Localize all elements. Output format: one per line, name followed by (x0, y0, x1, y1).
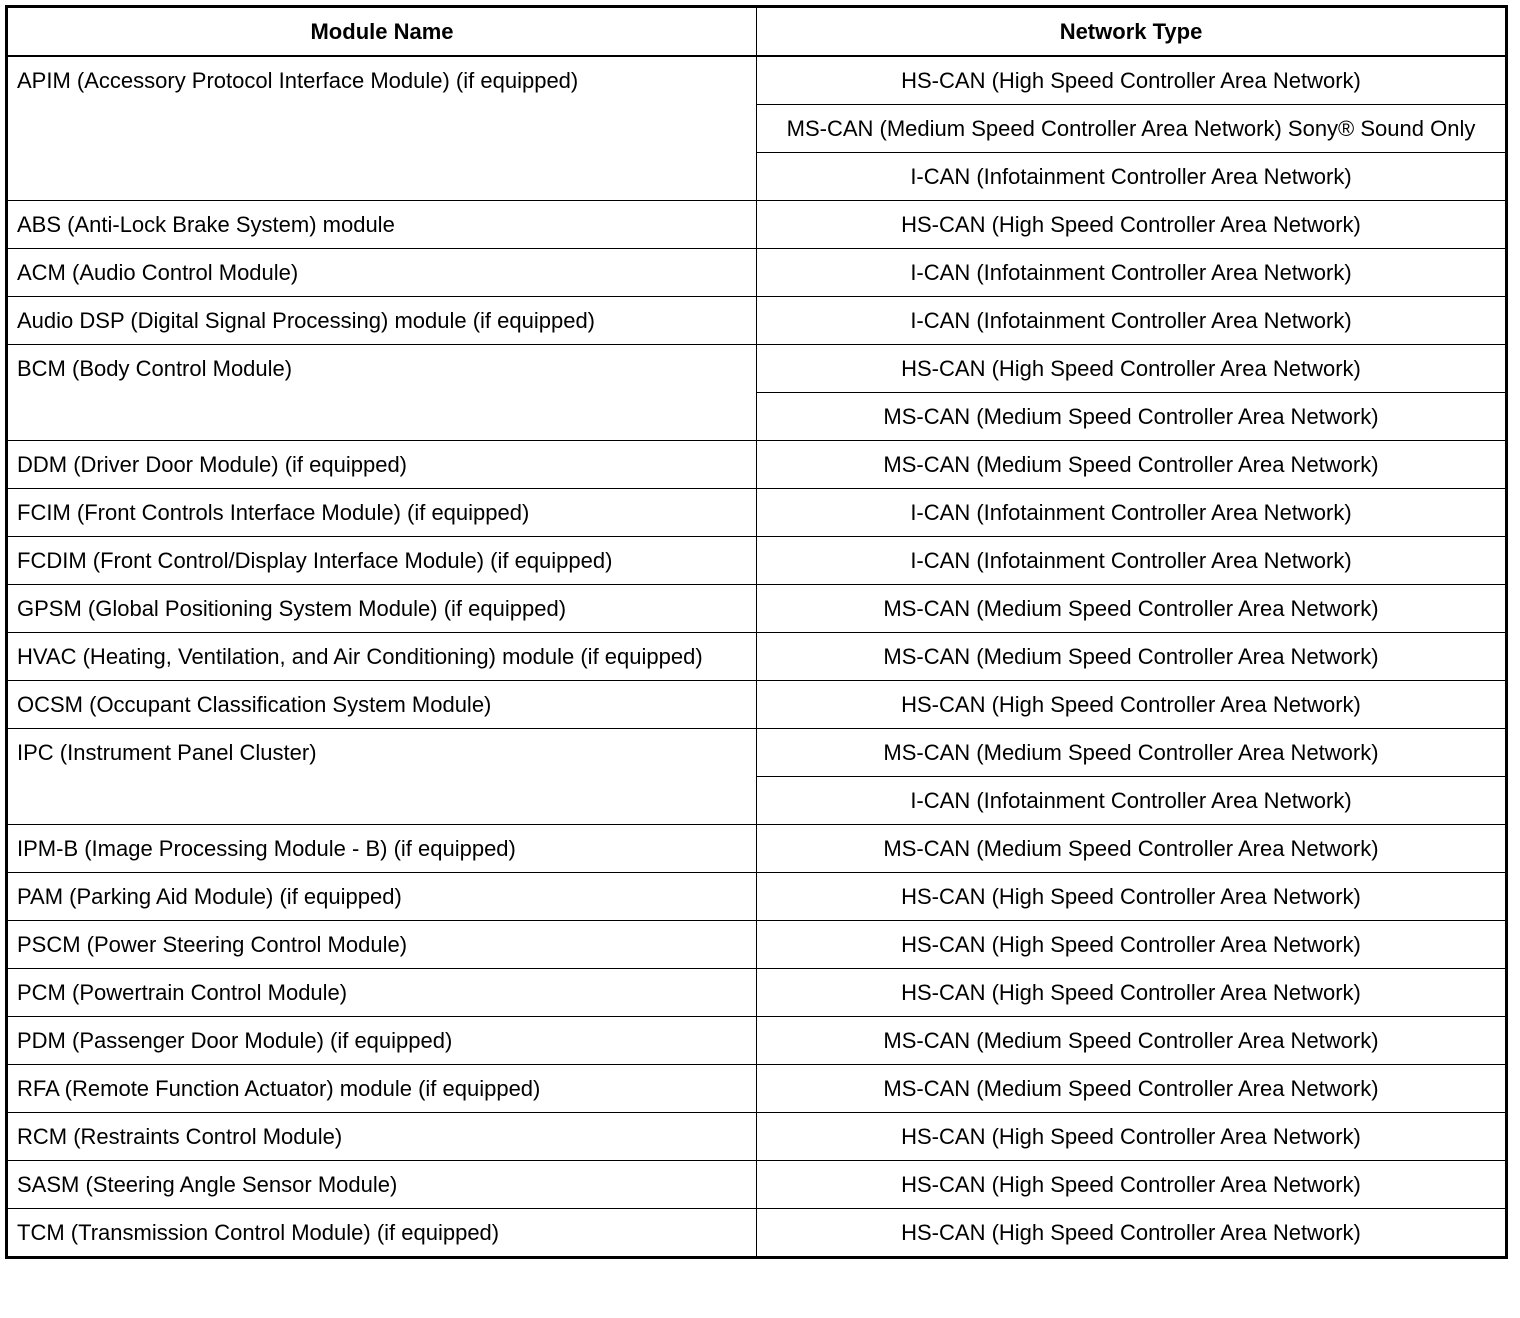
module-name-cell: GPSM (Global Positioning System Module) … (6, 584, 757, 633)
network-type-cell: I-CAN (Infotainment Controller Area Netw… (756, 488, 1507, 537)
network-type-cell: I-CAN (Infotainment Controller Area Netw… (756, 248, 1507, 297)
network-type-cell: MS-CAN (Medium Speed Controller Area Net… (756, 632, 1507, 681)
network-type-cell: HS-CAN (High Speed Controller Area Netwo… (756, 968, 1507, 1017)
network-type-cell: I-CAN (Infotainment Controller Area Netw… (756, 296, 1507, 345)
network-type-cell: HS-CAN (High Speed Controller Area Netwo… (756, 344, 1507, 393)
network-type-cell: HS-CAN (High Speed Controller Area Netwo… (756, 680, 1507, 729)
table-row: PDM (Passenger Door Module) (if equipped… (6, 1016, 1507, 1065)
table-row: HVAC (Heating, Ventilation, and Air Cond… (6, 632, 1507, 681)
table-row: FCIM (Front Controls Interface Module) (… (6, 488, 1507, 537)
network-type-cell: HS-CAN (High Speed Controller Area Netwo… (756, 1112, 1507, 1161)
header-network-type: Network Type (756, 6, 1507, 57)
module-name-cell: SASM (Steering Angle Sensor Module) (6, 1160, 757, 1209)
network-type-cell: HS-CAN (High Speed Controller Area Netwo… (756, 200, 1507, 249)
table-row: PSCM (Power Steering Control Module) HS-C… (6, 920, 1507, 969)
module-name-cell: BCM (Body Control Module) (6, 344, 757, 441)
table-row: PCM (Powertrain Control Module) HS-CAN (H… (6, 968, 1507, 1017)
module-name-cell: PAM (Parking Aid Module) (if equipped) (6, 872, 757, 921)
network-type-cell: HS-CAN (High Speed Controller Area Netwo… (756, 1160, 1507, 1209)
module-name-cell: DDM (Driver Door Module) (if equipped) (6, 440, 757, 489)
module-name-cell: IPM-B (Image Processing Module - B) (if … (6, 824, 757, 873)
table-row: DDM (Driver Door Module) (if equipped) MS… (6, 440, 1507, 489)
table-row: FCDIM (Front Control/Display Interface M… (6, 536, 1507, 585)
module-name-cell: HVAC (Heating, Ventilation, and Air Cond… (6, 632, 757, 681)
module-name-cell: RCM (Restraints Control Module) (6, 1112, 757, 1161)
network-type-cell: I-CAN (Infotainment Controller Area Netw… (756, 536, 1507, 585)
network-type-cell: HS-CAN (High Speed Controller Area Netwo… (756, 55, 1507, 105)
module-network-table: Module Name Network Type APIM (Accessory… (5, 5, 1508, 1259)
network-type-cell: MS-CAN (Medium Speed Controller Area Net… (756, 824, 1507, 873)
module-name-cell: FCIM (Front Controls Interface Module) (… (6, 488, 757, 537)
network-type-cell: MS-CAN (Medium Speed Controller Area Net… (756, 1064, 1507, 1113)
table-row: BCM (Body Control Module) HS-CAN (High Sp… (6, 344, 1507, 441)
module-name-cell: PDM (Passenger Door Module) (if equipped… (6, 1016, 757, 1065)
module-name-cell: PCM (Powertrain Control Module) (6, 968, 757, 1017)
module-name-cell: TCM (Transmission Control Module) (if eq… (6, 1208, 757, 1258)
table-row: Audio DSP (Digital Signal Processing) mo… (6, 296, 1507, 345)
network-type-cell: MS-CAN (Medium Speed Controller Area Net… (756, 104, 1507, 153)
table-row: IPC (Instrument Panel Cluster) MS-CAN (Me… (6, 728, 1507, 825)
module-name-cell: FCDIM (Front Control/Display Interface M… (6, 536, 757, 585)
table-row: APIM (Accessory Protocol Interface Modul… (6, 55, 1507, 201)
module-name-cell: ACM (Audio Control Module) (6, 248, 757, 297)
table-row: I-CAN (Infotainment Controller Area Netw… (7, 152, 1507, 201)
module-name-cell: IPC (Instrument Panel Cluster) (6, 728, 757, 825)
module-name-cell: Audio DSP (Digital Signal Processing) mo… (6, 296, 757, 345)
table-row: MS-CAN (Medium Speed Controller Area Net… (7, 392, 1507, 441)
network-type-cell: MS-CAN (Medium Speed Controller Area Net… (756, 1016, 1507, 1065)
module-name-cell: PSCM (Power Steering Control Module) (6, 920, 757, 969)
table-row: IPM-B (Image Processing Module - B) (if … (6, 824, 1507, 873)
module-name-cell: ABS (Anti-Lock Brake System) module (6, 200, 757, 249)
table-row: RCM (Restraints Control Module) HS-CAN (H… (6, 1112, 1507, 1161)
network-type-cell: HS-CAN (High Speed Controller Area Netwo… (756, 872, 1507, 921)
network-type-cell: MS-CAN (Medium Speed Controller Area Net… (756, 584, 1507, 633)
table-body: APIM (Accessory Protocol Interface Modul… (6, 55, 1507, 1258)
module-name-cell: OCSM (Occupant Classification System Mod… (6, 680, 757, 729)
table-row: SASM (Steering Angle Sensor Module) HS-CA… (6, 1160, 1507, 1209)
table-row: ACM (Audio Control Module) I-CAN (Infotai… (6, 248, 1507, 297)
table-row: PAM (Parking Aid Module) (if equipped) HS… (6, 872, 1507, 921)
network-type-cell: MS-CAN (Medium Speed Controller Area Net… (756, 392, 1507, 441)
network-type-cell: I-CAN (Infotainment Controller Area Netw… (756, 776, 1507, 825)
table-row: RFA (Remote Function Actuator) module (i… (6, 1064, 1507, 1113)
network-type-cell: I-CAN (Infotainment Controller Area Netw… (756, 152, 1507, 201)
header-module-name: Module Name (6, 6, 757, 57)
module-name-cell: APIM (Accessory Protocol Interface Modul… (6, 55, 757, 201)
table-row: OCSM (Occupant Classification System Mod… (6, 680, 1507, 729)
table-row: TCM (Transmission Control Module) (if eq… (6, 1208, 1507, 1258)
table-row: MS-CAN (Medium Speed Controller Area Net… (7, 104, 1507, 153)
header-row: Module Name Network Type (6, 6, 1507, 57)
table-row: GPSM (Global Positioning System Module) … (6, 584, 1507, 633)
network-type-cell: MS-CAN (Medium Speed Controller Area Net… (756, 440, 1507, 489)
network-type-cell: MS-CAN (Medium Speed Controller Area Net… (756, 728, 1507, 777)
network-type-cell: HS-CAN (High Speed Controller Area Netwo… (756, 920, 1507, 969)
module-name-cell: RFA (Remote Function Actuator) module (i… (6, 1064, 757, 1113)
table-row: ABS (Anti-Lock Brake System) module HS-CA… (6, 200, 1507, 249)
network-type-cell: HS-CAN (High Speed Controller Area Netwo… (756, 1208, 1507, 1258)
